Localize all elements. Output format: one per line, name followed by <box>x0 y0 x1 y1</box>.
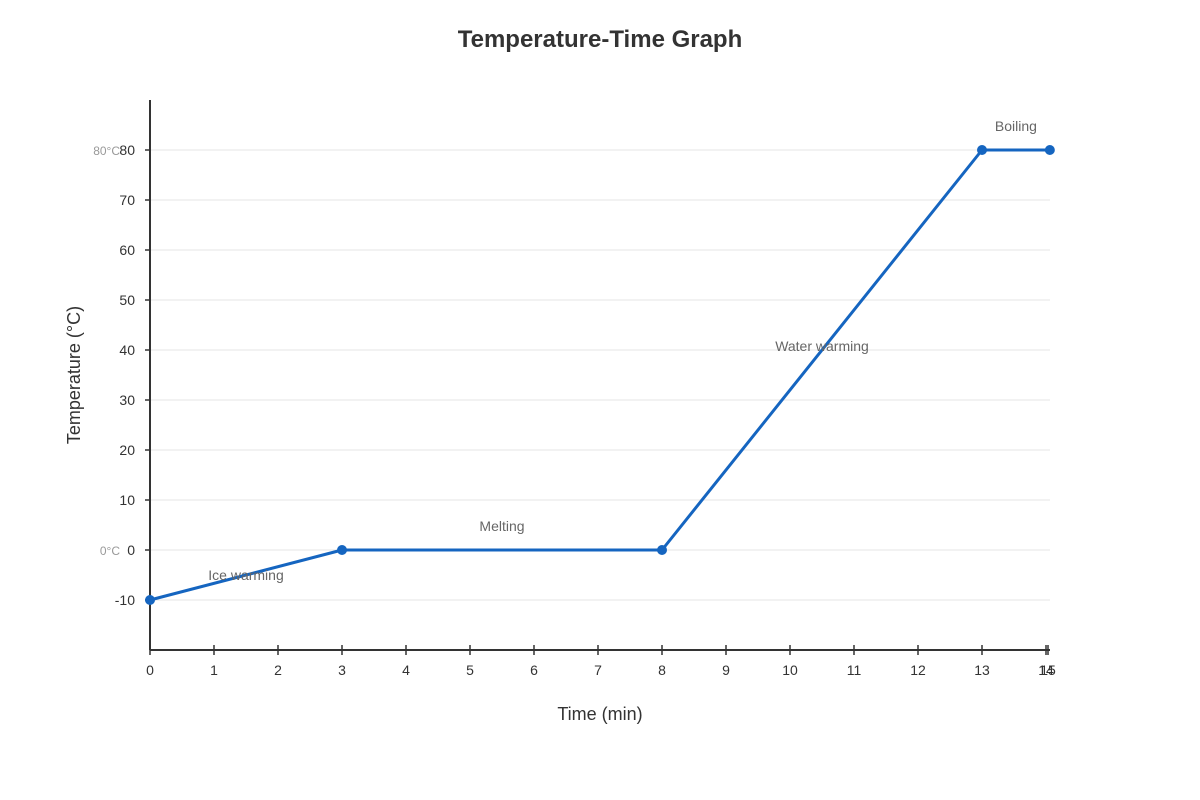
x-tick-label: 9 <box>722 662 730 678</box>
x-tick-label: 1 <box>210 662 218 678</box>
phase-annotation: Boiling <box>995 118 1037 134</box>
x-tick-label: 11 <box>847 662 862 678</box>
y-tick-label: 80 <box>119 142 135 158</box>
y-tick-label: -10 <box>115 592 135 608</box>
y-tick-label: 40 <box>119 342 135 358</box>
series-line <box>148 148 1052 602</box>
x-tick-label: 13 <box>974 662 990 678</box>
x-tick-label: 8 <box>658 662 666 678</box>
x-tick-label: 6 <box>530 662 538 678</box>
phase-annotation: Melting <box>479 518 524 534</box>
y-axis-title: Temperature (°C) <box>64 306 84 444</box>
data-point <box>337 545 347 555</box>
x-axis-title: Time (min) <box>557 704 642 724</box>
phase-annotation: Water warming <box>775 338 869 354</box>
x-tick-label: 5 <box>466 662 474 678</box>
y-tick-label: 70 <box>119 192 135 208</box>
data-point <box>145 595 155 605</box>
reference-label: 0°C <box>100 544 120 558</box>
series-layer <box>145 145 1055 605</box>
data-point <box>1044 145 1055 155</box>
x-tick-label: 2 <box>274 662 282 678</box>
x-tick-label: 12 <box>910 662 926 678</box>
phase-annotation: Ice warming <box>208 567 283 583</box>
x-tick-label: 4 <box>402 662 410 678</box>
y-tick-label: 0 <box>127 542 135 558</box>
y-tick-label: 50 <box>119 292 135 308</box>
reference-label: 80°C <box>93 144 120 158</box>
y-tick-label: 20 <box>119 442 135 458</box>
labels: 80°C 0°C Ice warming Melting Water warming Bo… <box>93 118 1037 583</box>
data-point <box>977 145 987 155</box>
y-tick-label: 60 <box>119 242 135 258</box>
x-tick-label: 10 <box>782 662 798 678</box>
grid-lines <box>150 149 1050 601</box>
x-tick-label: 14 <box>1038 662 1054 678</box>
data-point <box>657 545 667 555</box>
x-tick-label: 15 <box>1040 662 1056 678</box>
chart-title: Temperature-Time Graph <box>457 26 743 53</box>
y-tick-label: 10 <box>119 492 135 508</box>
y-tick-label: 30 <box>119 392 135 408</box>
x-tick-label: 7 <box>594 662 602 678</box>
x-tick-label: 3 <box>338 662 346 678</box>
x-tick-label: 0 <box>146 662 154 678</box>
